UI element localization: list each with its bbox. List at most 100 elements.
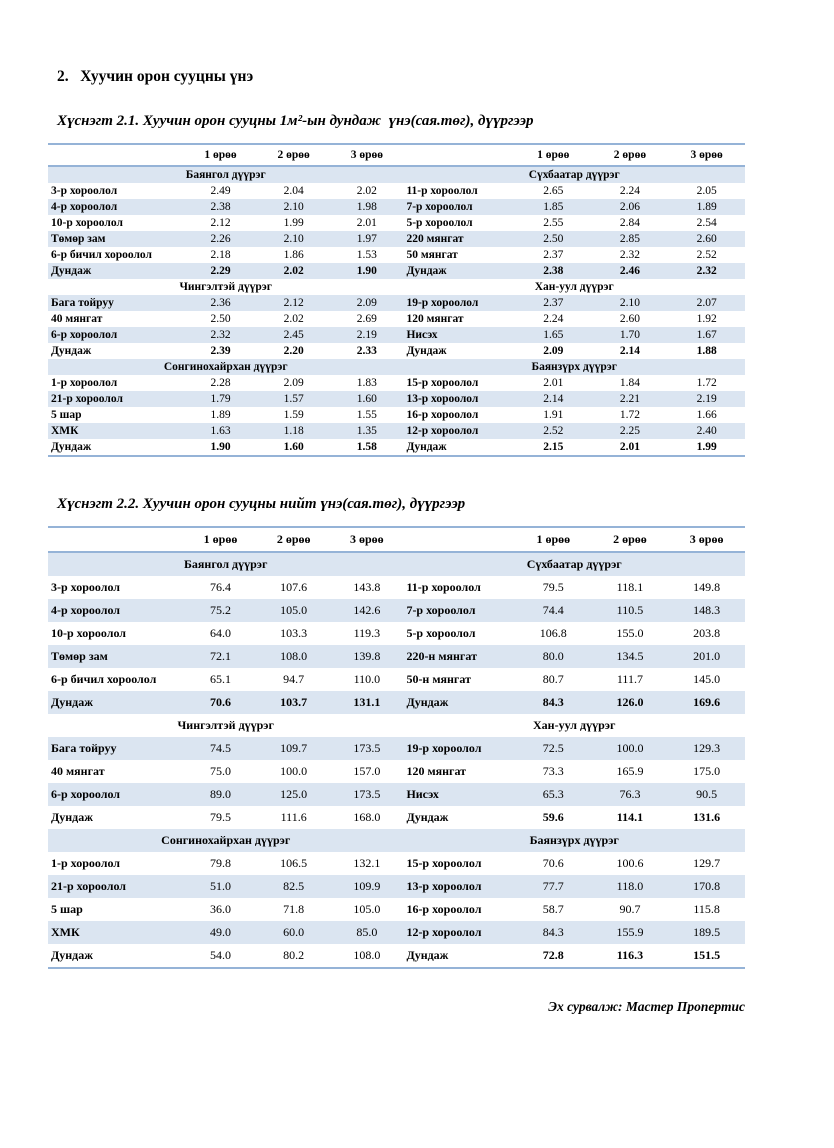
- area-label: 12-р хороолол: [406, 425, 479, 438]
- price-value: 2.04: [283, 185, 304, 198]
- price-value: 2.09: [283, 377, 304, 390]
- area-label: Дундаж: [51, 345, 92, 358]
- price-value: 2.29: [210, 265, 231, 278]
- table-row: 10-р хороолол 2.12 1.99 2.01 5-р хороолол 2.5…: [48, 215, 745, 231]
- price-value: 80.2: [257, 944, 331, 970]
- area-label: 220-н мянгат: [406, 649, 477, 664]
- price-value: 1.89: [696, 201, 717, 214]
- area-label: 40 мянгат: [51, 764, 105, 779]
- area-label: 21-р хороолол: [51, 393, 123, 406]
- price-value: 94.7: [283, 672, 305, 687]
- price-value: 2.07: [696, 297, 717, 310]
- price-value: 2.10: [283, 233, 304, 246]
- price-value: 2.12: [210, 217, 231, 230]
- area-label: Төмөр зам: [51, 649, 108, 664]
- price-value: 1.98: [356, 201, 377, 214]
- section-heading: 2. Хуучин орон сууцны үнэ: [57, 68, 254, 85]
- price-value: 131.1: [353, 695, 381, 710]
- price-value: 2.32: [619, 249, 640, 262]
- price-value: 2.46: [619, 265, 640, 278]
- price-value: 1.60: [257, 439, 331, 458]
- column-header-rooms: 2 өрөө: [591, 526, 669, 554]
- price-value: 155.9: [616, 925, 644, 940]
- table-head: 1 өрөө 2 өрөө 3 өрөө 1 өрөө 2 өрөө 3 өрөө: [48, 526, 745, 554]
- price-value: 143.8: [353, 580, 381, 595]
- area-label: 11-р хороолол: [406, 185, 478, 198]
- price-value: 1.84: [619, 377, 640, 390]
- price-value: 1.66: [696, 409, 717, 422]
- column-header-spacer: [48, 143, 184, 167]
- price-value: 119.3: [353, 626, 381, 641]
- price-value: 54.0: [183, 944, 258, 970]
- price-value: 173.5: [353, 787, 381, 802]
- district-header-row: Баянгол дүүрэг Сүхбаатар дүүрэг: [48, 166, 745, 184]
- price-value: 1.72: [619, 409, 640, 422]
- district-name: Хан-уул дүүрэг: [534, 281, 614, 294]
- price-value: 103.3: [280, 626, 308, 641]
- price-value: 82.5: [283, 879, 305, 894]
- price-value: 2.38: [543, 265, 564, 278]
- area-label: 120 мянгат: [406, 313, 464, 326]
- district-header-row: Сонгинохайрхан дүүрэг Баянзүрх дүүрэг: [48, 359, 745, 376]
- price-value: 2.28: [210, 377, 231, 390]
- area-label: 6-р бичил хороолол: [51, 672, 157, 687]
- price-value: 1.89: [210, 409, 231, 422]
- price-value: 2.19: [696, 393, 717, 406]
- price-value: 2.18: [210, 249, 231, 262]
- price-value: 118.1: [616, 580, 644, 595]
- area-label: 19-р хороолол: [406, 297, 479, 310]
- price-value: 79.5: [210, 810, 231, 825]
- area-label: 16-р хороолол: [406, 409, 479, 422]
- area-label: Дундаж: [51, 810, 93, 825]
- area-label: Бага тойруу: [51, 741, 117, 756]
- column-header-rooms: 1 өрөө: [183, 526, 258, 554]
- price-value: 1.92: [696, 313, 717, 326]
- table-row: Төмөр зам 72.1 108.0 139.8 220-н мянгат 80.0 1…: [48, 645, 745, 669]
- district-header-row: Баянгол дүүрэг Сүхбаатар дүүрэг: [48, 552, 745, 577]
- table-row: 1-р хороолол 79.8 106.5 132.1 15-р хороолол 7…: [48, 852, 745, 875]
- price-value: 2.15: [514, 439, 592, 458]
- price-value: 173.5: [353, 741, 381, 756]
- table-2-2-caption: Хүснэгт 2.2. Хуучин орон сууцны нийт үнэ…: [57, 496, 466, 513]
- table-row: 21-р хороолол 1.79 1.57 1.60 13-р хороолол 2.…: [48, 391, 745, 408]
- table-head: 1 өрөө 2 өрөө 3 өрөө 1 өрөө 2 өрөө 3 өрөө: [48, 143, 745, 167]
- table-row: ХМК 49.0 60.0 85.0 12-р хороолол 84.3 155.9 189…: [48, 921, 745, 945]
- price-value: 90.5: [696, 787, 718, 802]
- column-header-row: 1 өрөө 2 өрөө 3 өрөө 1 өрөө 2 өрөө 3 өрөө: [48, 143, 745, 167]
- price-value: 103.7: [280, 695, 308, 710]
- district-header-row: Чингэлтэй дүүрэг Хан-уул дүүрэг: [48, 279, 745, 295]
- area-label: Нисэх: [406, 787, 439, 802]
- price-value: 168.0: [353, 810, 381, 825]
- area-label: 50-н мянгат: [406, 672, 471, 687]
- table-row: 3-р хороолол 2.49 2.04 2.02 11-р хороолол 2.6…: [48, 183, 745, 199]
- price-value: 118.0: [616, 879, 644, 894]
- price-value: 155.0: [616, 626, 644, 641]
- price-value: 79.8: [210, 856, 231, 871]
- district-name: Чингэлтэй дүүрэг: [177, 718, 274, 733]
- price-value: 189.5: [693, 925, 721, 940]
- price-value: 2.36: [210, 297, 231, 310]
- price-value: 1.58: [330, 439, 404, 458]
- area-label: 4-р хороолол: [51, 603, 121, 618]
- table-2-1-caption: Хүснэгт 2.1. Хуучин орон сууцны 1м²-ын д…: [57, 113, 534, 129]
- price-value: 126.0: [616, 695, 644, 710]
- table-body: Баянгол дүүрэг Сүхбаатар дүүрэг 3-р хороол…: [48, 552, 745, 970]
- price-value: 125.0: [280, 787, 308, 802]
- price-value: 2.55: [543, 217, 564, 230]
- price-value: 2.60: [619, 313, 640, 326]
- district-header-row: Сонгинохайрхан дүүрэг Баянзүрх дүүрэг: [48, 829, 745, 853]
- table-row: Дундаж 1.90 1.60 1.58 Дундаж 2.15 2.01 1.99: [48, 439, 745, 458]
- price-value: 2.84: [619, 217, 640, 230]
- price-value: 2.20: [283, 345, 304, 358]
- table-row: 3-р хороолол 76.4 107.6 143.8 11-р хороолол 7…: [48, 576, 745, 599]
- area-label: 40 мянгат: [51, 313, 103, 326]
- price-value: 1.70: [619, 329, 640, 342]
- price-value: 2.37: [543, 297, 564, 310]
- price-value: 108.0: [280, 649, 308, 664]
- price-value: 2.60: [696, 233, 717, 246]
- area-label: Дундаж: [48, 439, 184, 458]
- price-value: 139.8: [353, 649, 381, 664]
- price-value: 175.0: [693, 764, 721, 779]
- price-value: 134.5: [616, 649, 644, 664]
- district-name: Сонгинохайрхан дүүрэг: [163, 361, 288, 374]
